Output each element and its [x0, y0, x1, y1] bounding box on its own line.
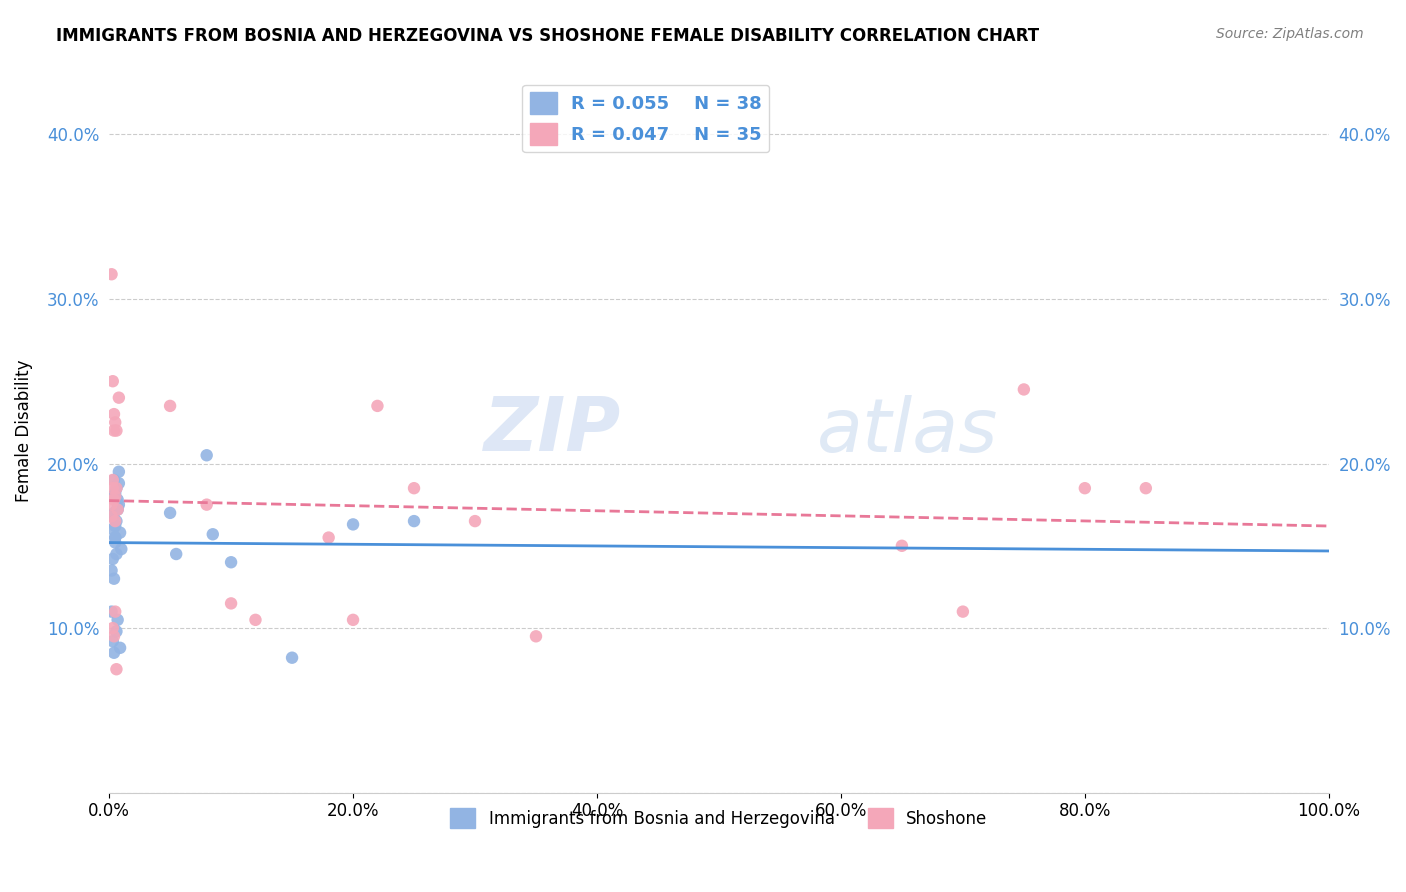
Point [100, 267, 122, 281]
Point [101, 522, 124, 536]
Y-axis label: Female Disability: Female Disability [15, 359, 32, 502]
Point [342, 613, 364, 627]
Point [464, 514, 486, 528]
Point [108, 525, 131, 540]
Point [103, 629, 125, 643]
Point [890, 539, 912, 553]
Point [103, 572, 125, 586]
Point [318, 531, 340, 545]
Point [107, 502, 129, 516]
Point [104, 531, 127, 545]
Point [104, 415, 127, 429]
Point [100, 509, 122, 524]
Point [101, 374, 124, 388]
Point [108, 640, 131, 655]
Point [107, 613, 129, 627]
Point [105, 662, 128, 676]
Point [101, 621, 124, 635]
Text: ZIP: ZIP [484, 394, 621, 467]
Point [103, 424, 125, 438]
Text: IMMIGRANTS FROM BOSNIA AND HERZEGOVINA VS SHOSHONE FEMALE DISABILITY CORRELATION: IMMIGRANTS FROM BOSNIA AND HERZEGOVINA V… [56, 27, 1039, 45]
Point [402, 514, 425, 528]
Point [108, 476, 131, 491]
Point [219, 596, 242, 610]
Point [108, 498, 131, 512]
Point [524, 629, 547, 643]
Point [402, 481, 425, 495]
Point [1135, 481, 1157, 495]
Point [1074, 481, 1097, 495]
Point [100, 564, 122, 578]
Point [366, 399, 388, 413]
Point [103, 473, 125, 487]
Point [952, 605, 974, 619]
Point [108, 391, 131, 405]
Point [105, 481, 128, 495]
Point [105, 514, 128, 528]
Text: atlas: atlas [817, 394, 998, 467]
Point [104, 490, 127, 504]
Point [105, 424, 128, 438]
Point [103, 492, 125, 507]
Point [219, 555, 242, 569]
Point [110, 542, 132, 557]
Point [159, 399, 181, 413]
Point [105, 547, 128, 561]
Point [201, 527, 224, 541]
Point [107, 500, 129, 515]
Point [108, 465, 131, 479]
Point [103, 646, 125, 660]
Point [101, 490, 124, 504]
Point [100, 605, 122, 619]
Point [101, 473, 124, 487]
Point [342, 517, 364, 532]
Point [104, 514, 127, 528]
Point [105, 481, 128, 495]
Point [104, 535, 127, 549]
Point [104, 605, 127, 619]
Point [1012, 383, 1035, 397]
Point [281, 650, 304, 665]
Point [104, 531, 127, 545]
Text: Source: ZipAtlas.com: Source: ZipAtlas.com [1216, 27, 1364, 41]
Point [195, 498, 218, 512]
Point [103, 407, 125, 421]
Point [245, 613, 267, 627]
Point [103, 506, 125, 520]
Point [101, 634, 124, 648]
Point [165, 547, 187, 561]
Point [100, 498, 122, 512]
Point [100, 509, 122, 524]
Point [101, 552, 124, 566]
Point [101, 481, 124, 495]
Point [107, 502, 129, 516]
Point [195, 448, 218, 462]
Point [107, 492, 129, 507]
Point [104, 519, 127, 533]
Point [104, 486, 127, 500]
Point [159, 506, 181, 520]
Legend: Immigrants from Bosnia and Herzegovina, Shoshone: Immigrants from Bosnia and Herzegovina, … [444, 801, 994, 835]
Point [105, 624, 128, 639]
